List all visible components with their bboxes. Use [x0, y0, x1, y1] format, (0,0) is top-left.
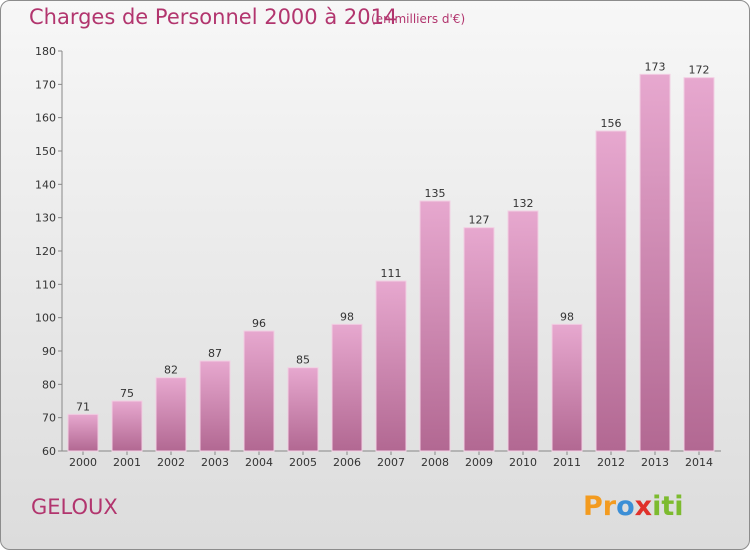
bar — [375, 280, 407, 452]
logo-letter-x: x — [634, 491, 653, 522]
data-label: 85 — [296, 354, 310, 367]
x-tick-label: 2008 — [421, 456, 449, 469]
data-label: 172 — [689, 64, 710, 77]
y-tick-label: 110 — [35, 278, 56, 291]
y-tick-label: 180 — [35, 45, 56, 58]
bar — [243, 330, 275, 452]
y-tick-label: 160 — [35, 112, 56, 125]
chart-bars — [67, 73, 715, 452]
x-tick-label: 2004 — [245, 456, 273, 469]
data-label: 127 — [469, 214, 490, 227]
x-tick-label: 2009 — [465, 456, 493, 469]
proxiti-logo[interactable]: Proxiti — [583, 491, 684, 522]
data-label: 173 — [645, 60, 666, 73]
y-tick-label: 170 — [35, 78, 56, 91]
bar — [111, 400, 143, 452]
data-label: 71 — [76, 400, 90, 413]
y-tick-label: 150 — [35, 145, 56, 158]
logo-letters-iti: iti — [652, 491, 684, 522]
y-tick-label: 90 — [42, 345, 56, 358]
x-tick-label: 2001 — [113, 456, 141, 469]
y-tick-label: 140 — [35, 178, 56, 191]
x-tick-label: 2011 — [553, 456, 581, 469]
data-label: 82 — [164, 364, 178, 377]
y-tick-label: 130 — [35, 212, 56, 225]
data-label: 87 — [208, 347, 222, 360]
y-tick-label: 60 — [42, 445, 56, 458]
bar — [683, 77, 715, 452]
chart-subtitle: (en milliers d'€) — [371, 12, 466, 26]
y-tick-label: 70 — [42, 412, 56, 425]
commune-name: GELOUX — [31, 495, 118, 519]
x-tick-label: 2000 — [69, 456, 97, 469]
bar — [639, 73, 671, 452]
y-tick-label: 100 — [35, 312, 56, 325]
data-label: 75 — [120, 387, 134, 400]
x-tick-label: 2006 — [333, 456, 361, 469]
data-label: 135 — [425, 187, 446, 200]
x-tick-label: 2002 — [157, 456, 185, 469]
bar — [331, 323, 363, 452]
x-tick-label: 2014 — [685, 456, 713, 469]
chart-title: Charges de Personnel 2000 à 2014 — [29, 5, 398, 29]
bar — [595, 130, 627, 452]
x-tick-label: 2010 — [509, 456, 537, 469]
bar — [463, 227, 495, 452]
bar — [551, 323, 583, 452]
data-label: 98 — [560, 310, 574, 323]
data-label: 132 — [513, 197, 534, 210]
data-label: 96 — [252, 317, 266, 330]
x-tick-label: 2003 — [201, 456, 229, 469]
data-label: 98 — [340, 310, 354, 323]
bar — [155, 377, 187, 452]
data-label: 111 — [381, 267, 402, 280]
x-tick-label: 2007 — [377, 456, 405, 469]
x-tick-label: 2005 — [289, 456, 317, 469]
logo-letter-o: o — [616, 491, 635, 522]
logo-letters-pr: Pr — [583, 491, 617, 522]
y-tick-label: 80 — [42, 378, 56, 391]
y-tick-label: 120 — [35, 245, 56, 258]
bar — [67, 413, 99, 452]
bar — [287, 367, 319, 452]
x-tick-label: 2013 — [641, 456, 669, 469]
bar — [199, 360, 231, 452]
data-label: 156 — [601, 117, 622, 130]
chart-labels: 2000 71 2001 75 2002 82 2003 87 2004 96 2005 85 2006… — [69, 60, 713, 469]
x-tick-label: 2012 — [597, 456, 625, 469]
bar — [507, 210, 539, 452]
chart-axes: 60 70 80 90 100 110 120 130 140 150 160 170 180 — [35, 45, 721, 458]
bar — [419, 200, 451, 452]
